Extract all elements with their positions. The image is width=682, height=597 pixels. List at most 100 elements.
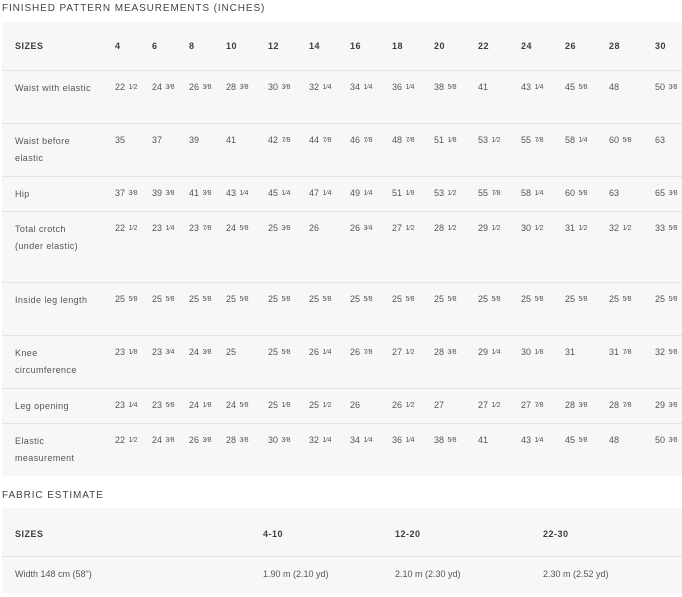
measurement-value: 28 3⁄8 <box>565 400 588 410</box>
measurement-value: 45 5⁄8 <box>565 435 588 445</box>
measurement-value: 28 7⁄8 <box>609 400 632 410</box>
measurement-value: 43 1⁄4 <box>521 435 544 445</box>
measurement-value: 30 3⁄8 <box>268 435 291 445</box>
fabric-row: Width 148 cm (58") 1.90 m (2.10 yd) 2.10 m… <box>2 557 682 593</box>
size-header: 6 <box>152 41 158 51</box>
measurement-value: 60 5⁄8 <box>609 135 632 145</box>
measurement-value: 50 3⁄8 <box>655 435 678 445</box>
measurements-header-row: SIZES 4 6 8 10 12 14 16 18 20 22 24 26 28 30 <box>2 22 682 71</box>
measurement-row: Waist with elastic 22 1⁄2 24 3⁄8 26 3⁄8 28 3… <box>2 71 682 124</box>
measurement-value: 25 5⁄8 <box>655 294 678 304</box>
measurement-value: 23 3⁄4 <box>152 347 175 357</box>
measurement-value: 25 5⁄8 <box>350 294 373 304</box>
measurement-value: 49 1⁄4 <box>350 188 373 198</box>
size-header: 22 <box>478 41 490 51</box>
measurement-value: 55 7⁄8 <box>521 135 544 145</box>
measurement-value: 22 1⁄2 <box>115 435 138 445</box>
size-header: 24 <box>521 41 533 51</box>
measurement-value: 25 5⁄8 <box>434 294 457 304</box>
measurement-value: 25 1⁄8 <box>268 400 291 410</box>
row-label: Hip <box>15 189 30 199</box>
measurement-value: 41 <box>478 82 489 92</box>
measurement-value: 31 7⁄8 <box>609 347 632 357</box>
row-label: Leg opening <box>15 401 69 411</box>
measurement-value: 45 1⁄4 <box>268 188 291 198</box>
measurement-value: 23 1⁄4 <box>152 223 175 233</box>
measurement-value: 24 3⁄8 <box>152 435 175 445</box>
measurement-value: 42 7⁄8 <box>268 135 291 145</box>
measurement-value: 25 5⁄8 <box>521 294 544 304</box>
measurement-value: 53 1⁄2 <box>434 188 457 198</box>
size-header: 20 <box>434 41 446 51</box>
measurement-value: 58 1⁄4 <box>565 135 588 145</box>
measurement-value: 65 3⁄8 <box>655 188 678 198</box>
fabric-value: 2.10 m (2.30 yd) <box>395 569 461 579</box>
fabric-sizes-label: SIZES <box>15 529 44 539</box>
sizes-header-label: SIZES <box>15 41 44 51</box>
measurement-value: 36 1⁄4 <box>392 82 415 92</box>
measurement-value: 60 5⁄8 <box>565 188 588 198</box>
measurement-value: 25 5⁄8 <box>268 294 291 304</box>
measurement-value: 39 3⁄8 <box>152 188 175 198</box>
measurement-value: 46 7⁄8 <box>350 135 373 145</box>
measurement-value: 50 3⁄8 <box>655 82 678 92</box>
fabric-value: 2.30 m (2.52 yd) <box>543 569 609 579</box>
measurement-value: 26 7⁄8 <box>350 347 373 357</box>
measurement-value: 45 5⁄8 <box>565 82 588 92</box>
measurement-value: 51 1⁄8 <box>392 188 415 198</box>
size-header: 8 <box>189 41 195 51</box>
measurement-value: 28 3⁄8 <box>434 347 457 357</box>
measurements-table: SIZES 4 6 8 10 12 14 16 18 20 22 24 26 28 30 Waist with… <box>2 22 682 476</box>
measurement-value: 25 5⁄8 <box>268 347 291 357</box>
measurement-value: 26 3⁄4 <box>350 223 373 233</box>
measurement-value: 24 3⁄8 <box>152 82 175 92</box>
measurement-value: 30 1⁄2 <box>521 223 544 233</box>
size-header: 28 <box>609 41 621 51</box>
measurement-value: 25 5⁄8 <box>189 294 212 304</box>
measurement-value: 25 3⁄8 <box>268 223 291 233</box>
measurement-value: 35 <box>115 135 126 145</box>
measurement-value: 31 <box>565 347 576 357</box>
measurement-value: 30 1⁄8 <box>521 347 544 357</box>
measurement-value: 41 3⁄8 <box>189 188 212 198</box>
row-label: Waist before elastic <box>15 136 70 163</box>
measurement-value: 26 <box>309 223 320 233</box>
fabric-header-row: SIZES 4-10 12-20 22-30 <box>2 508 682 557</box>
measurement-value: 27 7⁄8 <box>521 400 544 410</box>
measurement-value: 38 5⁄8 <box>434 82 457 92</box>
measurement-value: 63 <box>655 135 666 145</box>
measurement-value: 25 5⁄8 <box>152 294 175 304</box>
size-header: 26 <box>565 41 577 51</box>
measurement-value: 24 5⁄8 <box>226 223 249 233</box>
measurement-row: Elastic measurement 22 1⁄2 24 3⁄8 26 3⁄8 28 … <box>2 424 682 476</box>
fabric-size-range: 4-10 <box>263 529 284 539</box>
measurement-value: 48 <box>609 82 620 92</box>
size-header: 4 <box>115 41 121 51</box>
measurement-value: 27 <box>434 400 445 410</box>
measurement-value: 41 <box>478 435 489 445</box>
size-header: 14 <box>309 41 321 51</box>
measurement-value: 44 7⁄8 <box>309 135 332 145</box>
measurement-value: 41 <box>226 135 237 145</box>
row-label: Total crotch (under elastic) <box>15 224 79 251</box>
measurement-value: 26 <box>350 400 361 410</box>
measurement-value: 27 1⁄2 <box>478 400 501 410</box>
measurement-value: 23 7⁄8 <box>189 223 212 233</box>
measurement-value: 48 <box>609 435 620 445</box>
measurement-value: 26 1⁄2 <box>392 400 415 410</box>
measurement-value: 63 <box>609 188 620 198</box>
measurement-value: 24 1⁄8 <box>189 400 212 410</box>
measurement-value: 23 1⁄4 <box>115 400 138 410</box>
fabric-size-range: 22-30 <box>543 529 569 539</box>
measurement-row: Hip 37 3⁄8 39 3⁄8 41 3⁄8 43 1⁄4 45 1⁄4 47 1⁄4 4… <box>2 177 682 212</box>
measurement-value: 53 1⁄2 <box>478 135 501 145</box>
fabric-size-range: 12-20 <box>395 529 421 539</box>
measurement-value: 24 3⁄8 <box>189 347 212 357</box>
measurement-value: 28 3⁄8 <box>226 435 249 445</box>
fabric-table: SIZES 4-10 12-20 22-30 Width 148 cm (58") 1.9… <box>2 508 682 593</box>
size-header: 16 <box>350 41 362 51</box>
measurement-value: 28 3⁄8 <box>226 82 249 92</box>
fabric-row-label: Width 148 cm (58") <box>15 569 92 579</box>
measurement-value: 23 1⁄8 <box>115 347 138 357</box>
measurement-value: 25 5⁄8 <box>309 294 332 304</box>
